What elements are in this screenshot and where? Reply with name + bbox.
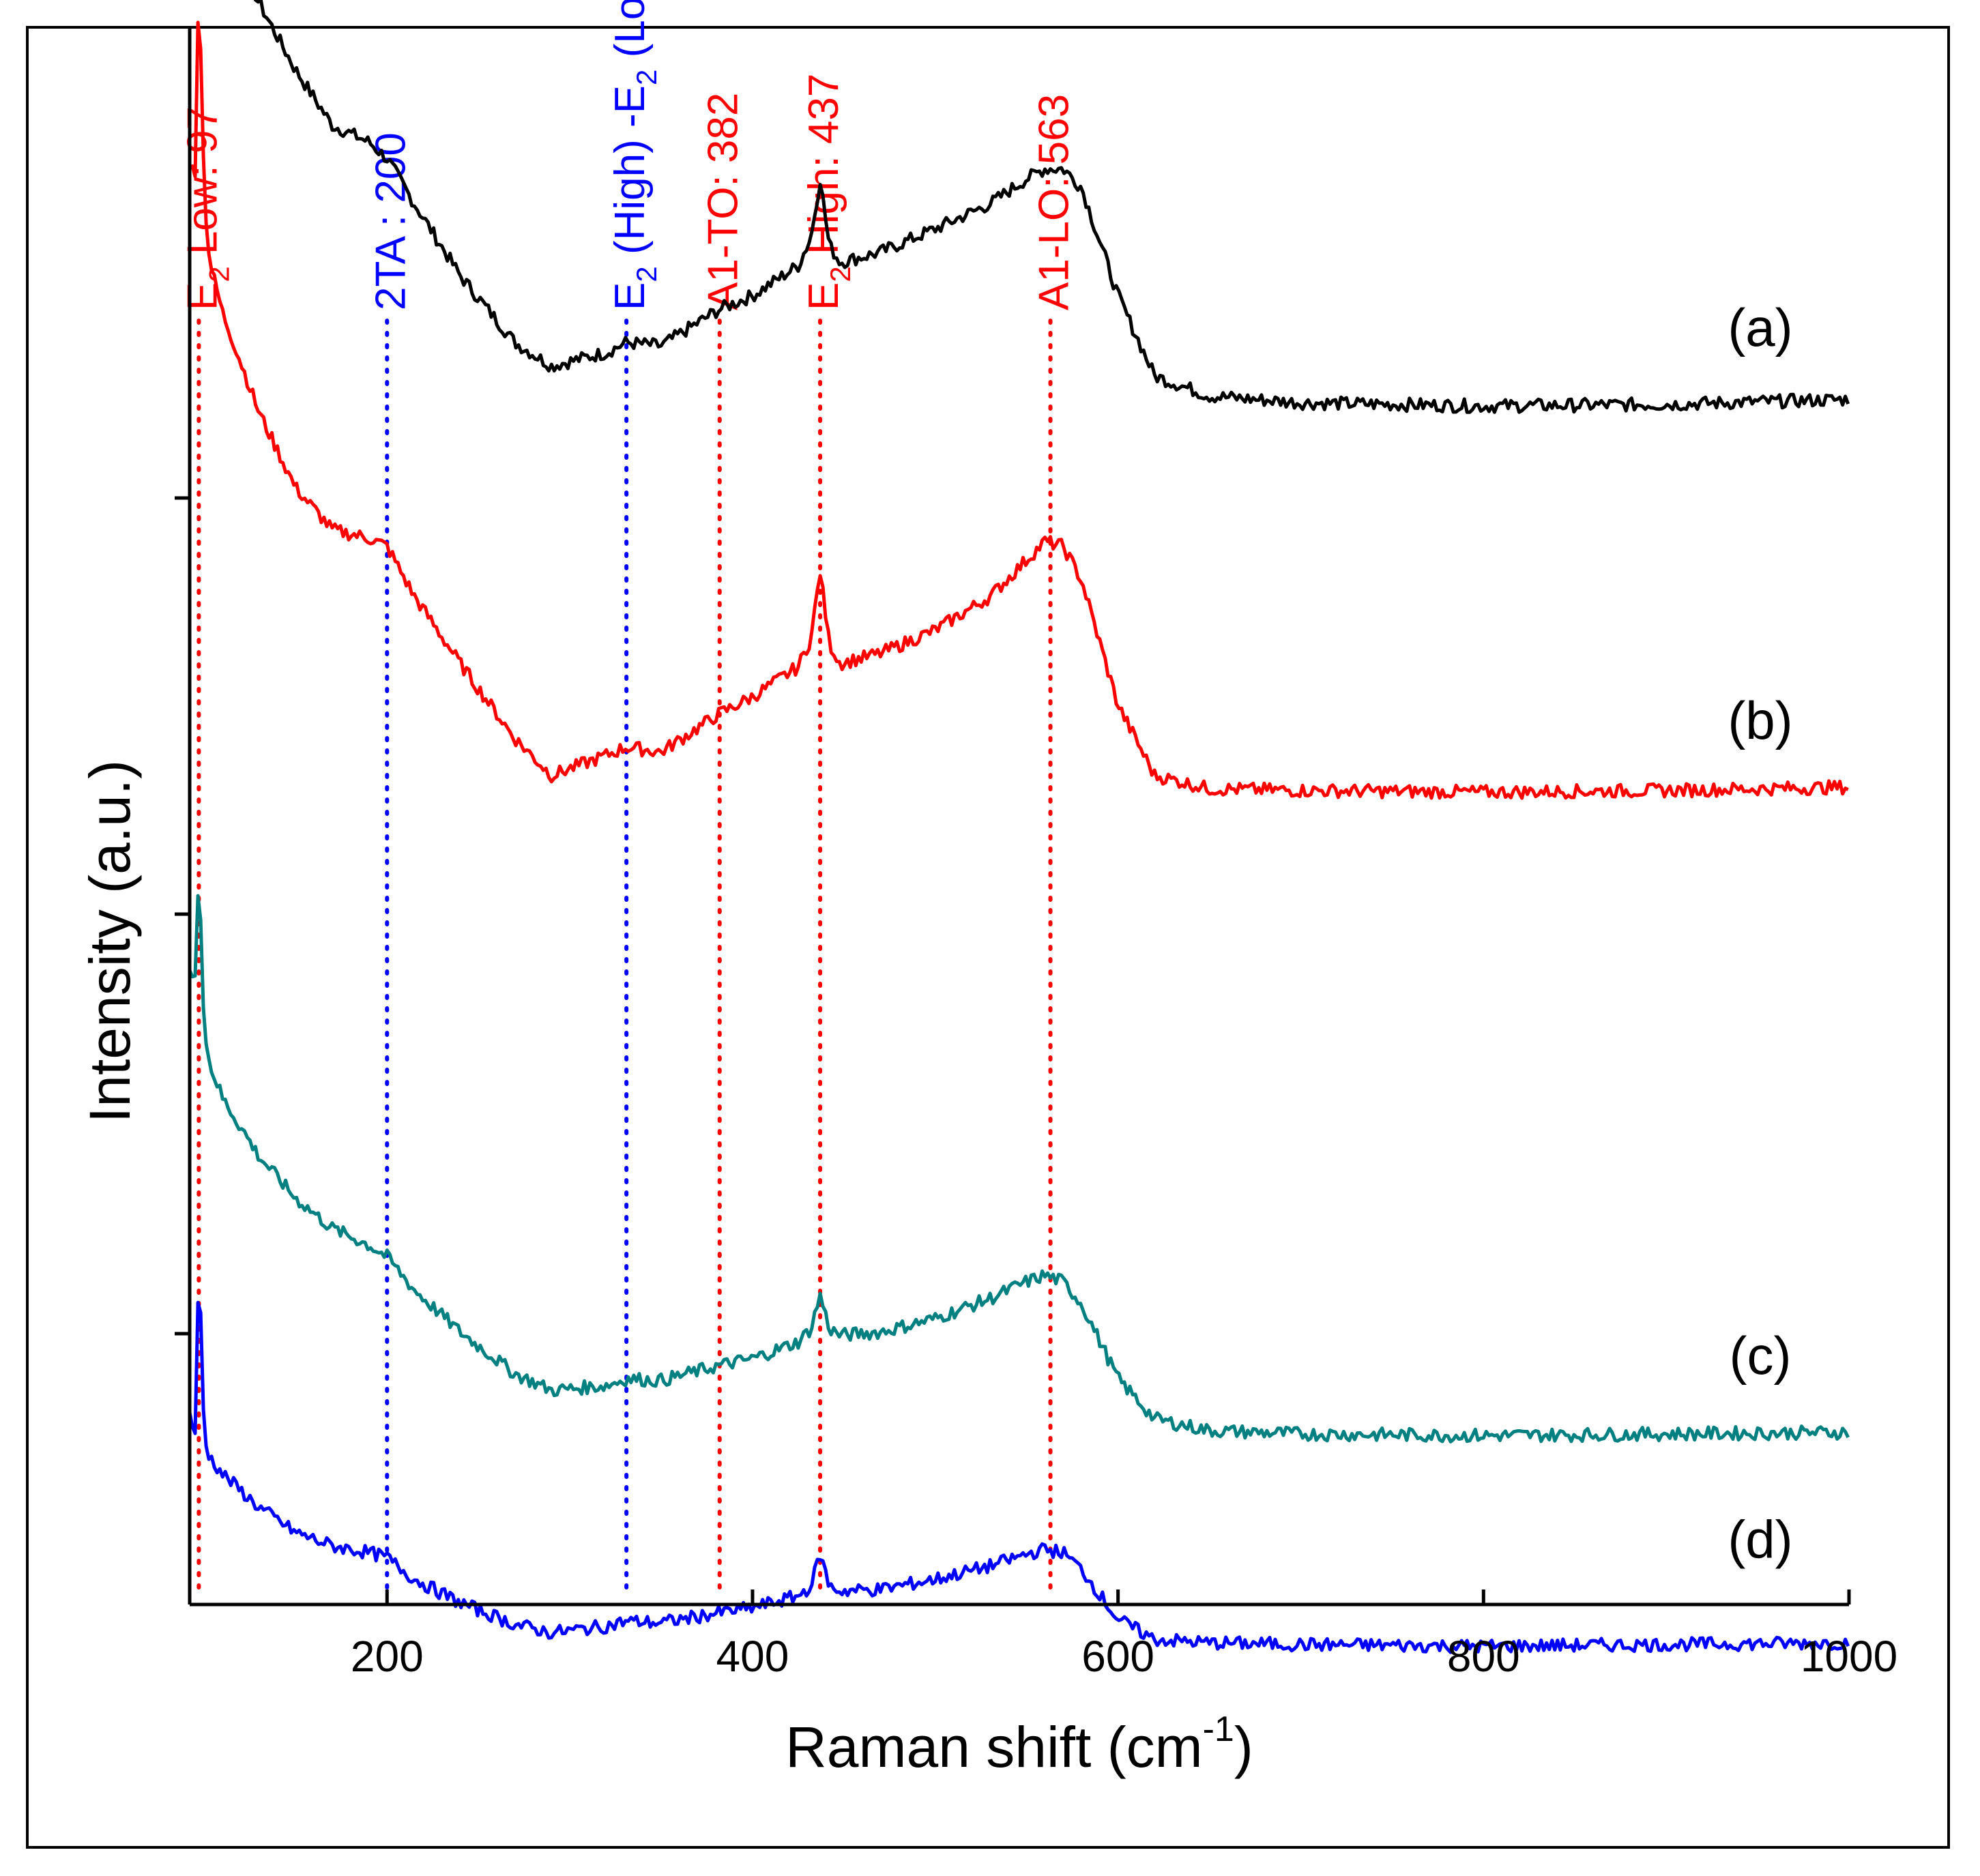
reference-label-text-2: E2 (High) -E2 (Low): 331 bbox=[607, 0, 663, 310]
reference-label-2: E2 (High) -E2 (Low): 331 bbox=[607, 0, 663, 310]
reference-label-5: A1-LO: 563 bbox=[1031, 94, 1078, 310]
reference-label-sub: 2 bbox=[630, 70, 663, 85]
series-label-2: (c) bbox=[1730, 1325, 1792, 1386]
x-tick-label-0: 200 bbox=[351, 1632, 424, 1681]
reference-label-text-4: E2 High: 437 bbox=[800, 74, 856, 310]
reference-label-sub: 2 bbox=[630, 266, 663, 282]
series-line-0 bbox=[253, 0, 1850, 414]
series-line-2 bbox=[188, 894, 1850, 1443]
reference-label-text-3: A1-TO: 382 bbox=[700, 93, 747, 310]
series-line-1 bbox=[189, 20, 1849, 800]
x-tick-label-1: 400 bbox=[716, 1632, 789, 1681]
reference-label-sub: 2 bbox=[824, 266, 856, 282]
reference-label-part: High: 437 bbox=[800, 74, 847, 267]
reference-label-part: (High) -E bbox=[607, 85, 654, 266]
x-tick-label-2: 600 bbox=[1081, 1632, 1154, 1681]
x-axis-label: Raman shift (cm-1) bbox=[785, 1710, 1253, 1779]
x-ticks: 200 400 600 800 1000 bbox=[351, 1589, 1897, 1681]
reference-label-3: A1-TO: 382 bbox=[700, 93, 747, 310]
series-line-3 bbox=[188, 1300, 1850, 1654]
reference-label-part: A1-TO: 382 bbox=[700, 93, 747, 310]
x-tick-label-3: 800 bbox=[1447, 1632, 1520, 1681]
reference-label-part: A1-LO: 563 bbox=[1031, 94, 1078, 310]
y-ticks bbox=[175, 496, 190, 1336]
reference-label-part: E bbox=[800, 282, 847, 310]
series-group bbox=[188, 0, 1850, 1654]
reference-label-4: E2 High: 437 bbox=[800, 74, 856, 310]
x-tick-label-4: 1000 bbox=[1801, 1632, 1897, 1681]
series-label-3: (d) bbox=[1728, 1509, 1792, 1569]
reference-label-part: (Low): 331 bbox=[607, 0, 654, 70]
figure-frame bbox=[26, 26, 1950, 1849]
reference-label-sub: 2 bbox=[203, 266, 235, 282]
y-axis-label: Intensity (a.u.) bbox=[78, 760, 142, 1123]
series-label-1: (b) bbox=[1728, 690, 1792, 750]
reference-label-part: E bbox=[607, 282, 654, 310]
axes bbox=[188, 27, 1849, 1607]
series-labels: (a) (b) (c) (d) bbox=[1728, 297, 1792, 1569]
series-label-0: (a) bbox=[1728, 297, 1792, 357]
reference-label-text-5: A1-LO: 563 bbox=[1031, 94, 1078, 310]
